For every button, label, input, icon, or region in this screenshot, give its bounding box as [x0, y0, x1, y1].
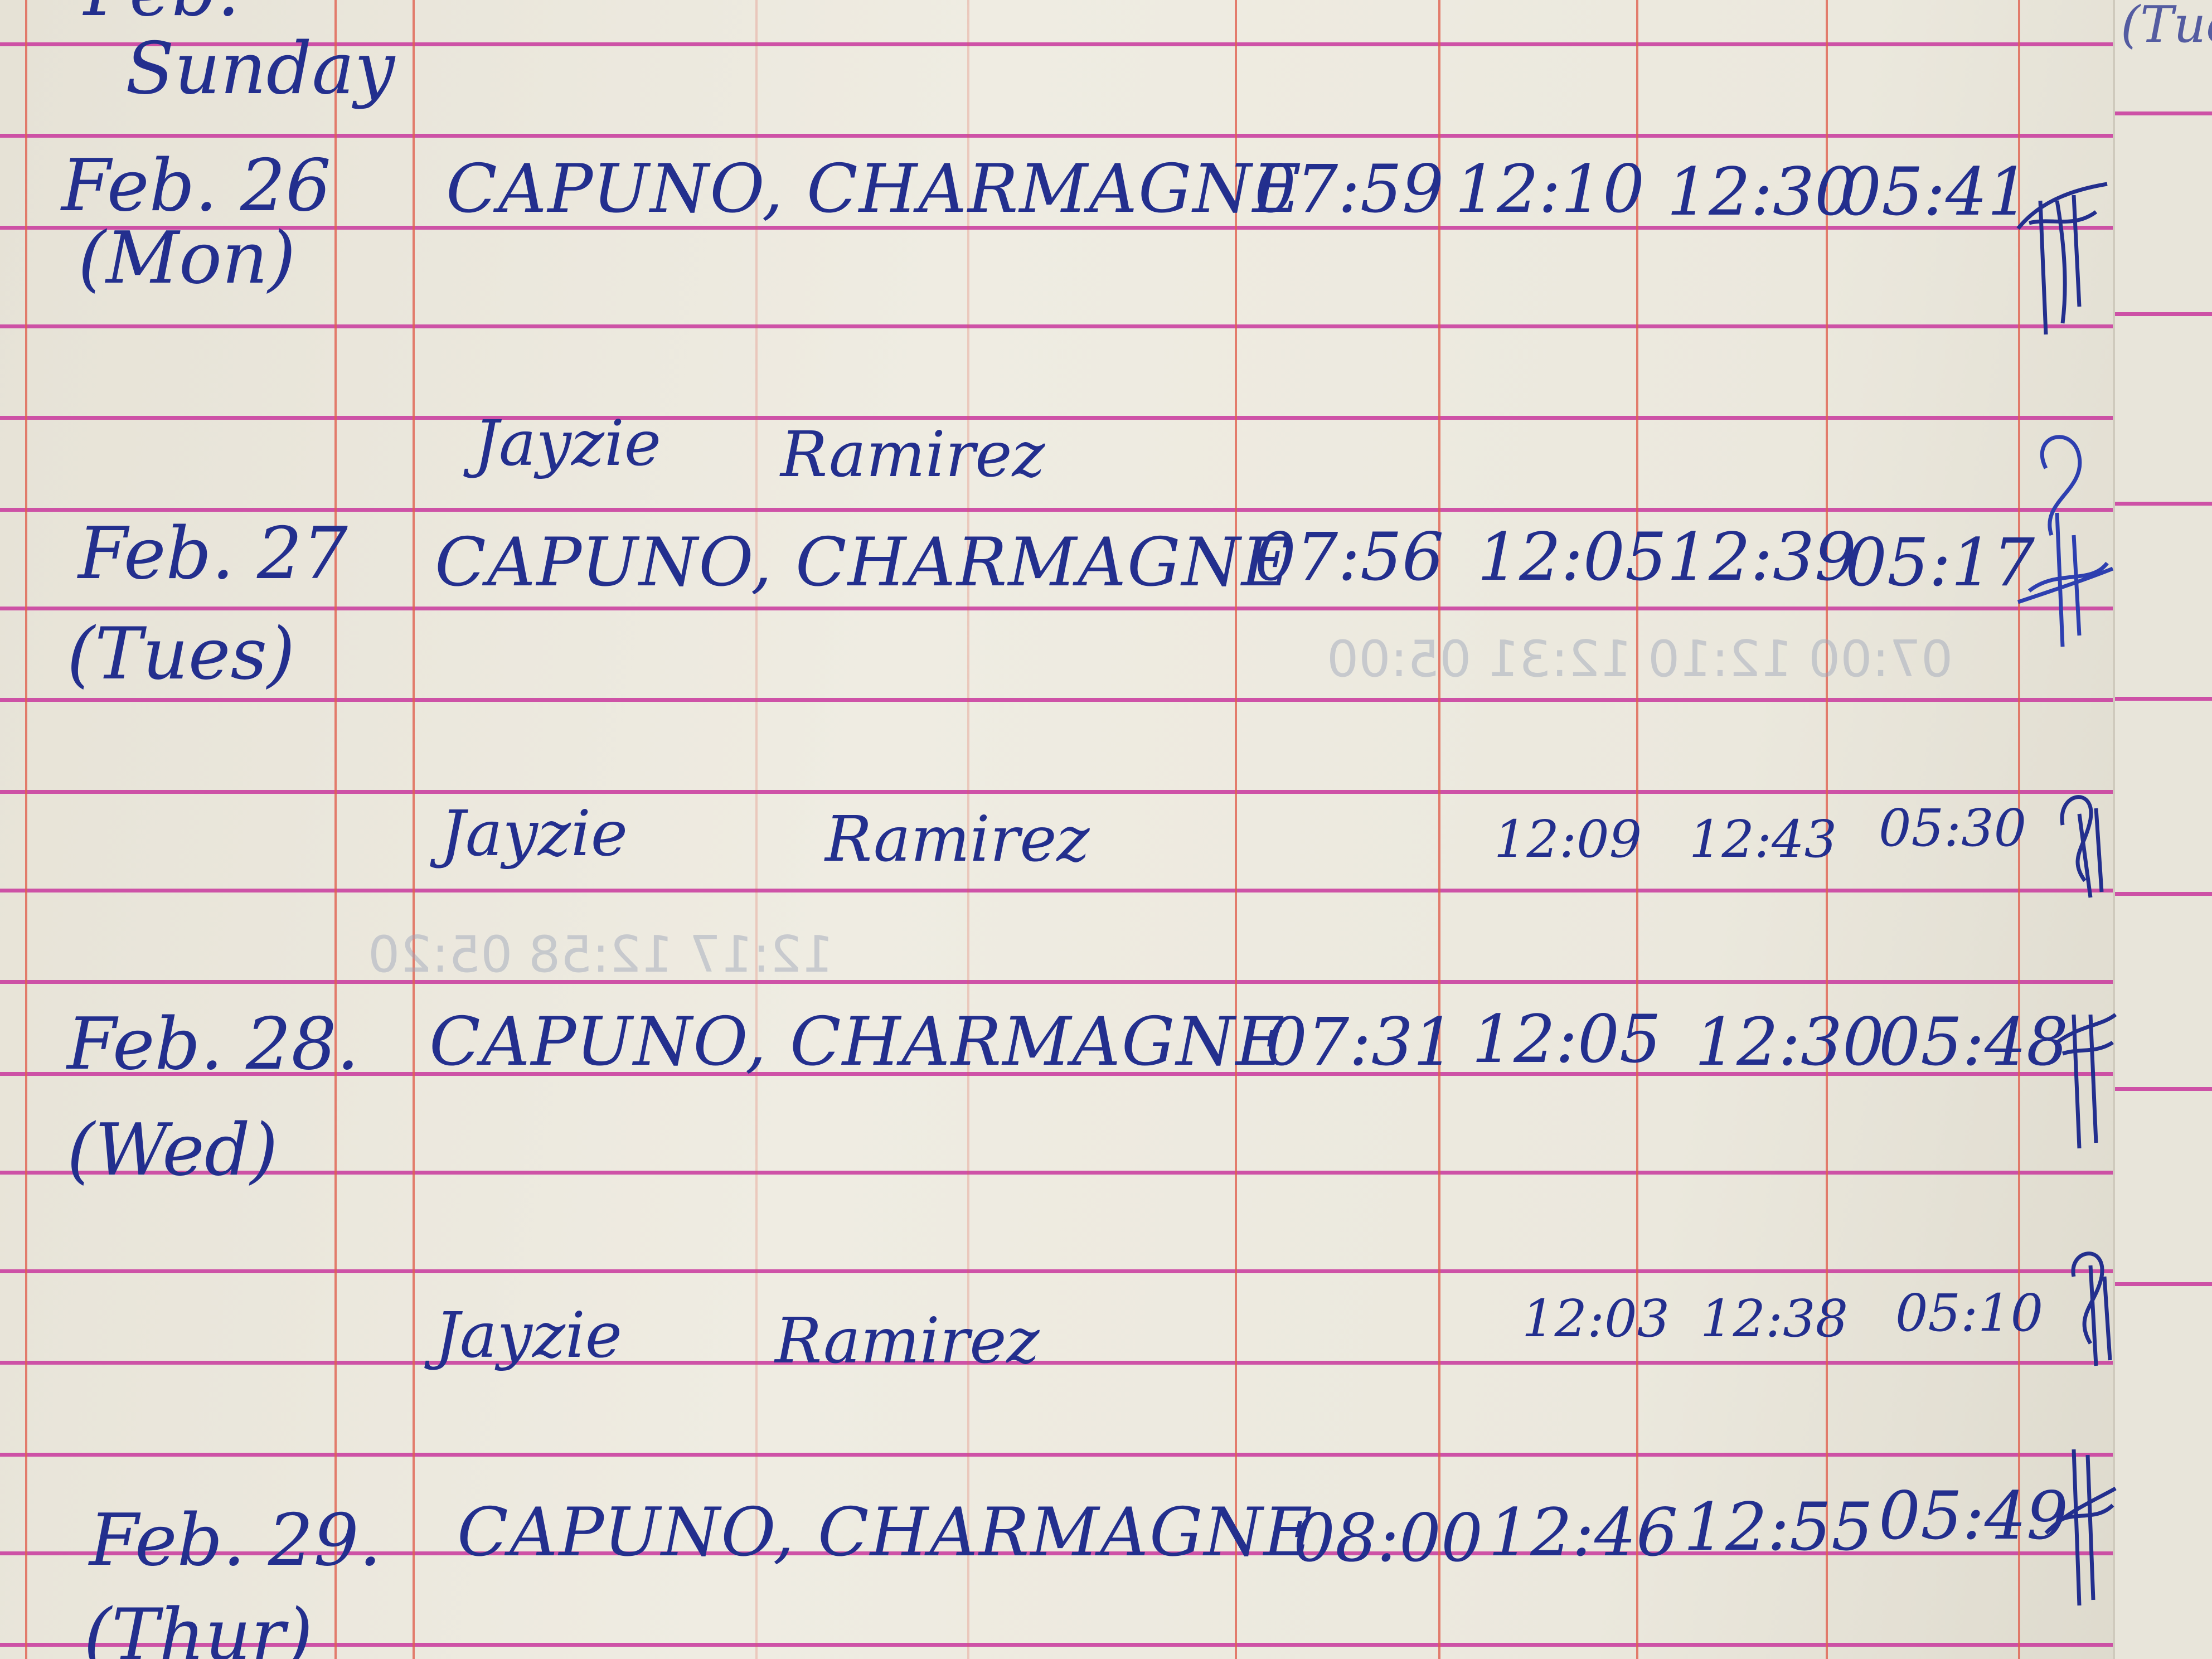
ruling-line: [0, 1361, 2212, 1365]
time-in-pm: 12:55: [1684, 1488, 1874, 1565]
column-line: [1438, 0, 1440, 1659]
time-out-am: 12:09: [1494, 809, 1642, 869]
time-in-am: 07:59: [1254, 151, 1444, 227]
header-partial: Feb.: [84, 0, 240, 27]
time-in-am: 07:31: [1265, 1003, 1456, 1080]
signature-mark: [2055, 1013, 2117, 1149]
assistant-first-name: Jayzie: [474, 408, 662, 480]
ruling-line: [0, 1269, 2212, 1273]
ruling-line: [0, 416, 2212, 420]
header-day: Sunday: [125, 27, 395, 110]
ruling-line: [0, 508, 2212, 512]
time-out-am: 12:46: [1488, 1494, 1679, 1571]
entry-date: Feb. 27: [78, 512, 348, 595]
ruling-line: [0, 1453, 2212, 1457]
column-line: [413, 0, 415, 1659]
facing-page-text: (Tue: [2121, 0, 2212, 54]
ruling-line: [0, 324, 2212, 328]
signature-mark: [2017, 435, 2114, 647]
entry-date: Feb. 29.: [89, 1499, 382, 1582]
assistant-first-name: Jayzie: [440, 798, 628, 870]
ruling-line: [2115, 1087, 2212, 1091]
time-in-am: 07:56: [1254, 518, 1444, 595]
bleed-through-text: 07:00 12:10 12:31 05:00: [1327, 630, 1953, 688]
time-out-pm: 05:49: [1879, 1477, 2069, 1554]
column-line: [25, 0, 27, 1659]
time-out-pm: 05:17: [1845, 524, 2035, 601]
column-line: [334, 0, 337, 1659]
entry-name: CAPUNO, CHARMAGNE: [435, 524, 1292, 601]
assistant-first-name: Jayzie: [435, 1299, 623, 1372]
entry-name: CAPUNO, CHARMAGNE: [446, 151, 1303, 228]
assistant-last-name: Ramirez: [780, 419, 1045, 491]
ruling-line: [2115, 697, 2212, 701]
entry-date: Feb. 26: [61, 144, 331, 227]
time-in-pm: 12:30: [1667, 153, 1857, 230]
entry-name: CAPUNO, CHARMAGNE: [429, 1003, 1286, 1081]
ruling-line: [0, 42, 2212, 46]
assistant-last-name: Ramirez: [825, 803, 1090, 876]
column-line: [1826, 0, 1828, 1659]
ruling-line: [0, 226, 2212, 230]
ruling-line: [0, 698, 2212, 702]
time-out-pm: 05:41: [1840, 153, 2030, 230]
ruling-line: [0, 134, 2212, 138]
time-in-pm: 12:39: [1667, 518, 1857, 595]
ruling-line: [2115, 312, 2212, 316]
time-in-pm: 12:30: [1695, 1003, 1885, 1080]
signature-mark: [2071, 1251, 2112, 1366]
ruling-line: [0, 889, 2212, 892]
ruling-line: [2115, 111, 2212, 115]
entry-name: CAPUNO, CHARMAGNE: [457, 1494, 1314, 1571]
time-out-am: 12:05: [1472, 1001, 1662, 1078]
time-out-am: 12:10: [1455, 151, 1645, 227]
column-line: [1636, 0, 1638, 1659]
ruling-line: [0, 790, 2212, 794]
column-line: [1235, 0, 1237, 1659]
ruling-line: [2115, 892, 2212, 896]
time-in-pm: 12:38: [1700, 1289, 1849, 1348]
time-in-pm: 12:43: [1689, 809, 1837, 869]
bleed-through-text: 12:17 12:58 05:20: [368, 925, 834, 984]
time-out-am: 12:03: [1522, 1289, 1670, 1348]
column-line: [755, 0, 758, 1659]
time-out-pm: 05:48: [1879, 1003, 2069, 1080]
ruling-line: [0, 1072, 2212, 1076]
assistant-last-name: Ramirez: [775, 1305, 1040, 1377]
entry-day: (Tues): [67, 613, 295, 696]
ruling-line: [0, 1551, 2212, 1555]
time-out-pm: 05:10: [1895, 1283, 2044, 1343]
ruling-line: [2115, 1282, 2212, 1286]
signature-mark: [2044, 1449, 2117, 1606]
time-in-am: 08:00: [1293, 1500, 1483, 1576]
ruling-line: [0, 980, 2212, 984]
entry-day: (Mon): [78, 217, 296, 300]
signature-mark: [2016, 182, 2108, 335]
entry-day: (Thur): [84, 1594, 313, 1659]
ruling-line: [0, 1643, 2212, 1647]
time-out-am: 12:05: [1477, 518, 1667, 595]
signature-mark: [2060, 795, 2104, 898]
ruling-line: [2115, 502, 2212, 506]
entry-day: (Wed): [67, 1109, 278, 1192]
entry-date: Feb. 28.: [67, 1003, 360, 1086]
ruling-line: [0, 1171, 2212, 1175]
time-out-pm: 05:30: [1879, 798, 2027, 858]
ruling-line: [0, 607, 2212, 610]
facing-page: (Tue: [2113, 0, 2212, 1659]
column-line: [2018, 0, 2020, 1659]
column-line: [967, 0, 969, 1659]
